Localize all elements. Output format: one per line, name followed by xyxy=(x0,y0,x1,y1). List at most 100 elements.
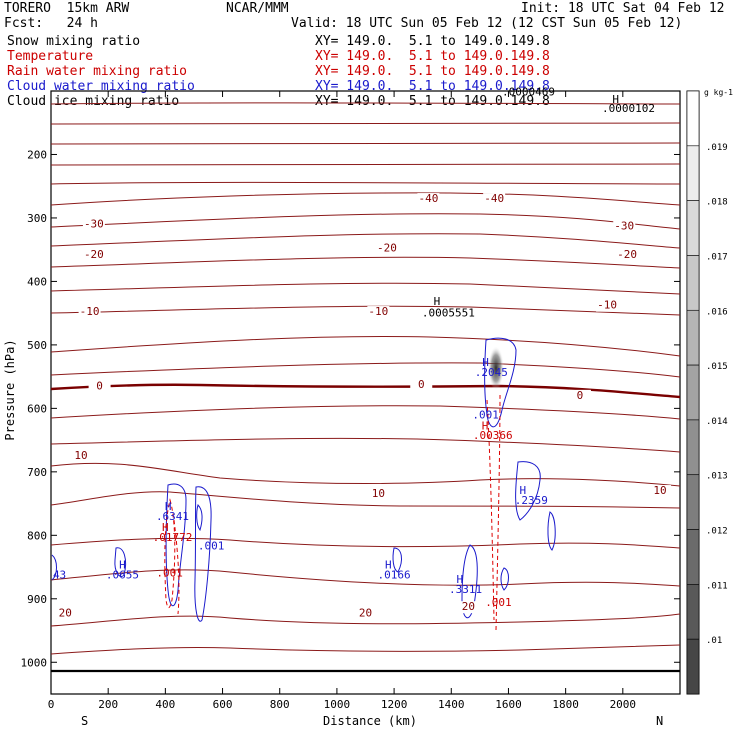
isotherm-label: 10 xyxy=(372,487,385,500)
extremum-label: H xyxy=(457,573,464,586)
isotherm-line xyxy=(50,256,681,269)
isotherm-label: -10 xyxy=(80,305,100,318)
isotherm-line xyxy=(50,462,681,487)
colorbar-cell xyxy=(686,364,700,421)
isotherm-label: 0 xyxy=(577,389,584,402)
isotherm-line xyxy=(50,192,681,206)
colorbar-tick-label: .016 xyxy=(706,307,728,317)
extremum-label: .0655 xyxy=(106,568,139,581)
isotherm-label: -30 xyxy=(614,219,634,232)
field-xy-rain: XY= 149.0. 5.1 to 149.0.149.8 xyxy=(315,64,550,79)
isotherm-label-bg xyxy=(82,218,105,231)
cloud-water-contour xyxy=(165,483,187,607)
isotherm-line xyxy=(50,437,681,453)
cloud-water-contour xyxy=(461,544,478,618)
isotherm-label: 0 xyxy=(96,379,103,392)
isotherm-label: -20 xyxy=(377,242,397,255)
org-label: NCAR/MMM xyxy=(226,1,289,16)
x-tick-label: 1000 xyxy=(324,698,351,711)
colorbar-cell xyxy=(686,90,700,147)
extremum-label: .2359 xyxy=(515,494,548,507)
colorbar-tick-label: .015 xyxy=(706,362,728,372)
isotherm-label-bg xyxy=(616,248,639,261)
cloud-water-contour xyxy=(500,567,509,591)
colorbar-cell xyxy=(686,200,700,256)
isotherm-line xyxy=(50,537,681,549)
isotherm-zero xyxy=(50,383,681,399)
extremum-label: H xyxy=(612,93,619,106)
isotherm-label-bg xyxy=(568,389,591,402)
field-name-snow: Snow mixing ratio xyxy=(7,34,141,49)
plot-frame xyxy=(50,90,681,695)
isotherm-line xyxy=(50,613,681,627)
isotherm-label-bg xyxy=(70,450,93,463)
isotherm-label: 20 xyxy=(462,600,475,613)
isotherm-label-bg xyxy=(367,488,390,501)
cloud-water-contour xyxy=(194,486,212,622)
isotherm-label-bg xyxy=(457,601,480,614)
extremum-label: H xyxy=(162,521,169,534)
cloud-water-contour xyxy=(547,511,556,551)
cloud-water-contour xyxy=(515,461,541,521)
cloud-water-contour xyxy=(114,547,127,577)
extremum-label: .0005551 xyxy=(422,306,475,319)
rain-water-contour xyxy=(495,394,501,631)
isotherm-line xyxy=(50,491,681,509)
isotherm-line xyxy=(50,305,681,316)
field-xy-cloud-ice: XY= 149.0. 5.1 to 149.0.149.8 xyxy=(315,94,550,109)
colorbar-tick-label: .011 xyxy=(706,581,728,591)
extremum-label: .0000469 xyxy=(502,85,555,98)
cloud-water-contour xyxy=(484,337,517,428)
y-tick-label: 800 xyxy=(27,529,47,542)
y-tick-label: 1000 xyxy=(21,656,48,669)
extremum-label: H xyxy=(385,558,392,571)
isotherm-label-bg xyxy=(596,299,619,312)
isotherm-label: -10 xyxy=(597,299,617,312)
isotherm-line xyxy=(50,142,681,145)
isotherm-label: -30 xyxy=(84,217,104,230)
extremum-label: .001 xyxy=(156,567,183,580)
isotherm-label: -20 xyxy=(84,248,104,261)
field-xy-temperature: XY= 149.0. 5.1 to 149.0.149.8 xyxy=(315,49,550,64)
extremum-label: .00366 xyxy=(473,429,513,442)
model-title: TORERO 15km ARW xyxy=(4,1,130,16)
cloud-water-contours xyxy=(51,337,556,622)
isotherm-label-bg xyxy=(613,220,636,233)
isotherms xyxy=(50,102,681,655)
x-tick-label: 0 xyxy=(48,698,55,711)
extremum-label: .001 xyxy=(472,409,499,422)
extremum-label: H xyxy=(482,419,489,432)
rain-water-contour xyxy=(164,498,176,608)
colorbar-cell xyxy=(686,255,700,311)
isotherm-line xyxy=(50,163,681,166)
colorbar-tick-label: .012 xyxy=(706,527,728,537)
isotherm-line xyxy=(50,362,681,378)
extremum-label: H xyxy=(434,295,441,308)
isotherm-line xyxy=(50,282,681,295)
field-name-cloud-water: Cloud water mixing ratio xyxy=(7,79,195,94)
colorbar-cell xyxy=(686,529,700,585)
x-tick-label: 1600 xyxy=(495,698,522,711)
x-tick-label: 1200 xyxy=(381,698,408,711)
extremum-label: .2045 xyxy=(475,366,508,379)
x-tick-label: 400 xyxy=(155,698,175,711)
y-tick-label: 200 xyxy=(27,148,47,161)
isotherm-line xyxy=(50,569,681,587)
y-tick-label: 700 xyxy=(27,466,47,479)
isotherm-line xyxy=(50,405,681,420)
isotherm-label-bg xyxy=(78,306,101,319)
isotherm-label: -20 xyxy=(617,248,637,261)
x-tick-label: 600 xyxy=(213,698,233,711)
isotherm-label: 10 xyxy=(74,449,87,462)
isotherm-label: 10 xyxy=(653,484,666,497)
isotherm-label-bg xyxy=(54,607,77,620)
isotherm-label: -40 xyxy=(484,192,504,205)
colorbar-cell xyxy=(686,584,700,640)
extremum-label: H xyxy=(482,356,489,369)
valid-time: Valid: 18 UTC Sun 05 Feb 12 (12 CST Sun … xyxy=(291,16,683,31)
field-xy-snow: XY= 149.0. 5.1 to 149.0.149.8 xyxy=(315,34,550,49)
y-tick-label: 500 xyxy=(27,339,47,352)
colorbar-tick-label: .017 xyxy=(706,252,728,262)
x-tick-label: 1400 xyxy=(438,698,465,711)
